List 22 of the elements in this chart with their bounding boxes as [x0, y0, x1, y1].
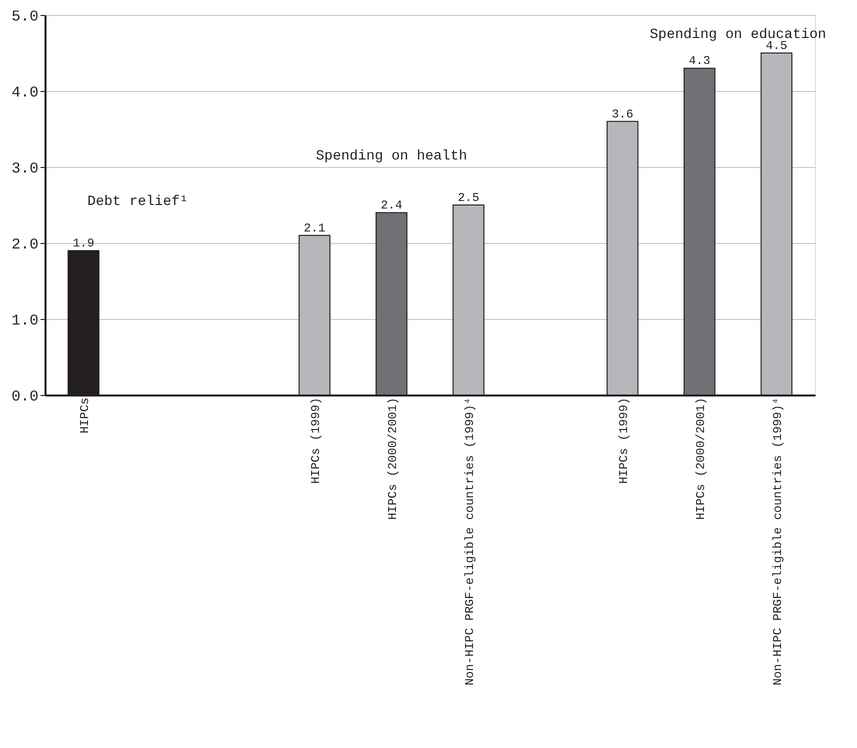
- y-tick-label: 5.0: [11, 8, 38, 26]
- data-label: 3.6: [612, 107, 634, 122]
- data-label: 4.5: [766, 39, 788, 53]
- data-label: 4.3: [688, 54, 710, 68]
- y-tick-label: 4.0: [11, 84, 38, 102]
- annotation: Spending on health: [316, 148, 468, 165]
- x-tick-label: HIPCs (1999): [617, 398, 631, 484]
- x-tick-label: HIPCs (1999): [309, 398, 323, 484]
- annotation: Debt relief¹: [87, 194, 188, 210]
- data-label: 2.4: [380, 198, 402, 213]
- x-tick-label: HIPCs (2000/2001): [386, 398, 400, 520]
- x-tick-label: HIPCs (2000/2001): [694, 398, 708, 520]
- data-label: 2.5: [458, 191, 480, 205]
- y-tick-label: 0.0: [11, 388, 38, 406]
- data-label: 2.1: [304, 221, 326, 236]
- x-tick-label: Non-HIPC PRGF-eligible countries (1999)⁴: [771, 398, 785, 686]
- y-tick-label: 2.0: [11, 236, 38, 254]
- x-tick-label: Non-HIPC PRGF-eligible countries (1999)⁴: [463, 398, 477, 686]
- y-tick-label: 3.0: [11, 160, 38, 178]
- x-tick-label: HIPCs: [78, 398, 92, 434]
- data-label: 1.9: [72, 236, 94, 251]
- y-tick-label: 1.0: [11, 312, 38, 330]
